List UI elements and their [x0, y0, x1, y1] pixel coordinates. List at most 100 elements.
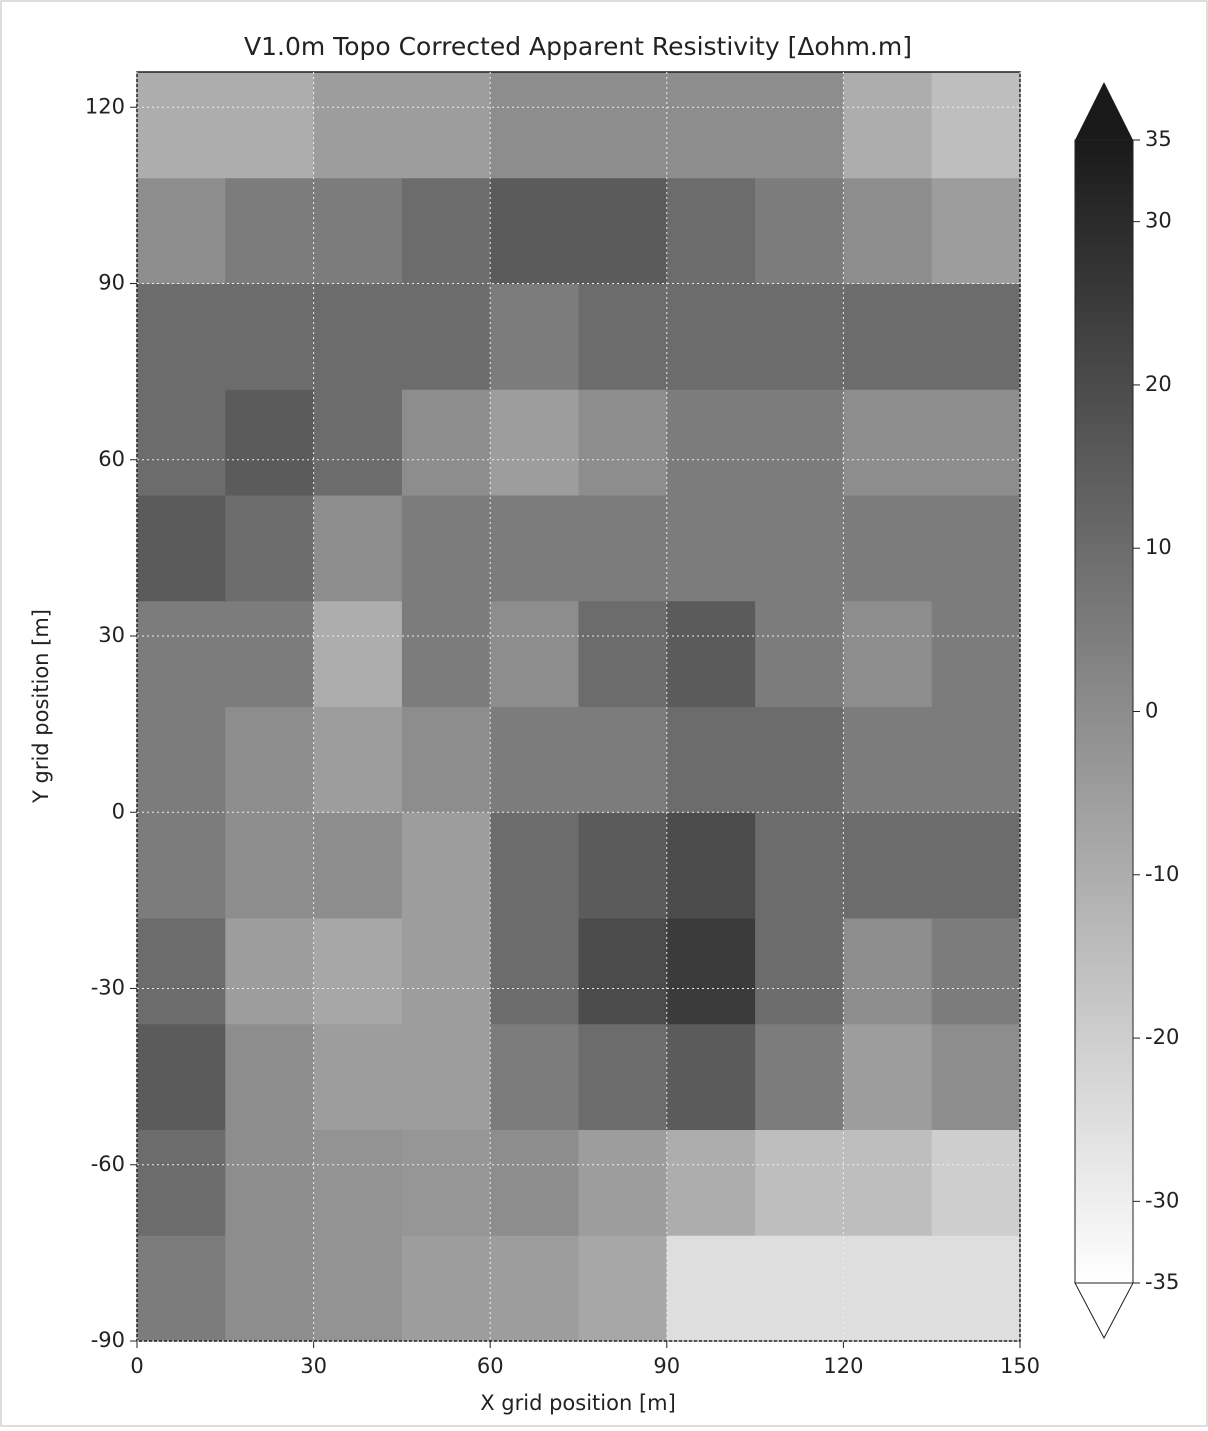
heatmap-cell: [401, 72, 491, 179]
heatmap-cell: [843, 72, 933, 179]
colorbar-tick-label: 20: [1145, 372, 1172, 396]
heatmap-cell: [755, 389, 844, 496]
colorbar-tick-label: 35: [1145, 127, 1172, 151]
x-axis-label: X grid position [m]: [480, 1391, 676, 1415]
heatmap-cell: [931, 706, 1021, 813]
axes: 0 30 60 90 120 150 -90 -60 -30 0 30 60 90 120: [85, 71, 1040, 1378]
y-tick-label: 120: [85, 94, 125, 118]
heatmap-cell: [666, 600, 756, 707]
heatmap-cell: [225, 72, 315, 179]
heatmap-cell: [843, 177, 933, 284]
heatmap-cell: [666, 812, 756, 919]
heatmap-cell: [137, 706, 226, 813]
y-axis-label: Y grid position [m]: [29, 609, 53, 804]
heatmap-cell: [931, 1023, 1021, 1130]
heatmap-cell: [843, 600, 933, 707]
heatmap-cell: [225, 1023, 315, 1130]
heatmap-cell: [225, 706, 315, 813]
heatmap-cell: [931, 1129, 1021, 1236]
heatmap-cell: [666, 283, 756, 390]
colorbar-tick-label: 30: [1145, 209, 1172, 233]
heatmap-cell: [578, 283, 668, 390]
colorbar: [1075, 140, 1133, 1283]
heatmap-cell: [401, 812, 491, 919]
heatmap-cell: [401, 389, 491, 496]
heatmap-cell: [755, 283, 844, 390]
heatmap-cell: [578, 177, 668, 284]
heatmap-cell: [313, 812, 403, 919]
heatmap-cell: [490, 600, 579, 707]
heatmap-cell: [843, 918, 933, 1025]
heatmap-cell: [490, 812, 579, 919]
heatmap-cell: [401, 918, 491, 1025]
heatmap-cell: [490, 72, 579, 179]
heatmap: [137, 72, 1021, 1342]
heatmap-cell: [313, 706, 403, 813]
heatmap-cell: [931, 600, 1021, 707]
heatmap-cell: [313, 72, 403, 179]
colorbar-tick-label: 10: [1145, 535, 1172, 559]
heatmap-cell: [225, 283, 315, 390]
y-tick-label: -60: [91, 1152, 125, 1176]
heatmap-cell: [755, 177, 844, 284]
x-tick-label: 90: [653, 1354, 680, 1378]
heatmap-cell: [843, 1235, 933, 1342]
heatmap-cell: [666, 1235, 756, 1342]
heatmap-cell: [401, 177, 491, 284]
heatmap-cell: [578, 72, 668, 179]
heatmap-cell: [931, 389, 1021, 496]
heatmap-cell: [401, 283, 491, 390]
heatmap-cell: [666, 1129, 756, 1236]
heatmap-cell: [666, 177, 756, 284]
heatmap-cell: [401, 1129, 491, 1236]
heatmap-cell: [225, 812, 315, 919]
heatmap-cell: [666, 706, 756, 813]
y-tick-label: 30: [98, 623, 125, 647]
heatmap-cell: [490, 389, 579, 496]
heatmap-cell: [578, 600, 668, 707]
heatmap-cell: [137, 1235, 226, 1342]
heatmap-cell: [931, 283, 1021, 390]
colorbar-tick-label: 0: [1145, 699, 1158, 723]
heatmap-cell: [313, 495, 403, 602]
heatmap-cell: [313, 918, 403, 1025]
heatmap-cell: [490, 495, 579, 602]
heatmap-cell: [931, 1235, 1021, 1342]
heatmap-cell: [666, 389, 756, 496]
heatmap-cell: [843, 283, 933, 390]
heatmap-cell: [225, 1235, 315, 1342]
heatmap-cell: [490, 1023, 579, 1130]
heatmap-cell: [313, 600, 403, 707]
heatmap-cell: [137, 389, 226, 496]
heatmap-cell: [578, 1023, 668, 1130]
heatmap-cell: [401, 1235, 491, 1342]
heatmap-cell: [578, 1235, 668, 1342]
x-tick-label: 0: [130, 1354, 143, 1378]
heatmap-cell: [225, 1129, 315, 1236]
heatmap-cell: [137, 1023, 226, 1130]
heatmap-cell: [490, 706, 579, 813]
heatmap-cell: [666, 1023, 756, 1130]
heatmap-cell: [755, 495, 844, 602]
heatmap-cell: [225, 918, 315, 1025]
heatmap-cell: [137, 177, 226, 284]
heatmap-cell: [578, 1129, 668, 1236]
y-tick-label: -30: [91, 976, 125, 1000]
heatmap-cell: [313, 1235, 403, 1342]
heatmap-cell: [401, 495, 491, 602]
y-tick-label: 90: [98, 271, 125, 295]
heatmap-cell: [137, 283, 226, 390]
heatmap-cell: [137, 600, 226, 707]
heatmap-cell: [931, 495, 1021, 602]
heatmap-cell: [755, 706, 844, 813]
heatmap-cell: [401, 1023, 491, 1130]
heatmap-cell: [931, 918, 1021, 1025]
heatmap-cell: [401, 706, 491, 813]
heatmap-cell: [755, 1023, 844, 1130]
heatmap-cell: [931, 812, 1021, 919]
heatmap-cell: [490, 1129, 579, 1236]
colorbar-tick-label: -20: [1145, 1025, 1179, 1049]
colorbar-extend-high: [1075, 82, 1133, 140]
colorbar-tick-label: -10: [1145, 862, 1179, 886]
